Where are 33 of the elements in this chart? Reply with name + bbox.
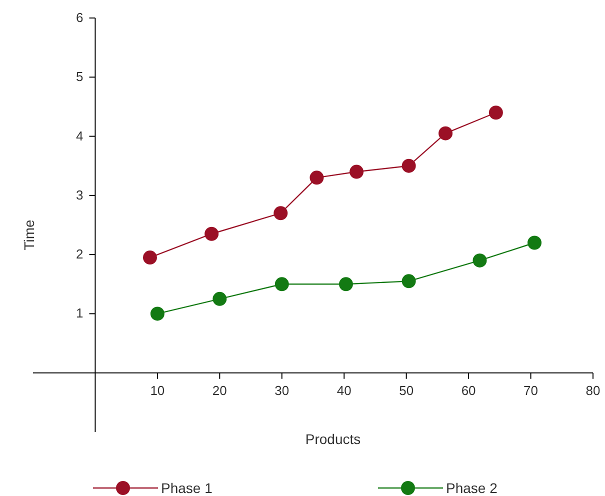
y-tick-label: 4 [76, 128, 84, 144]
y-tick-label: 3 [76, 187, 84, 202]
point [438, 126, 453, 140]
x-tick-label: 60 [461, 382, 476, 398]
legend-label: Phase 1 [161, 480, 213, 496]
point [338, 277, 353, 292]
x-tick-label: 40 [336, 382, 352, 398]
point [212, 292, 227, 306]
x-tick-label: 20 [212, 382, 227, 398]
y-tick-label: 6 [76, 10, 84, 25]
point [402, 158, 416, 173]
point [310, 170, 324, 185]
x-tick-label: 70 [524, 382, 538, 398]
point [204, 226, 219, 241]
point [274, 206, 288, 220]
point [274, 277, 289, 292]
legend-label: Phase 2 [446, 480, 498, 496]
x-tick-label: 50 [399, 382, 414, 398]
y-tick-label: 1 [76, 306, 84, 321]
point [350, 164, 364, 179]
point [528, 236, 542, 250]
x-tick-label: 10 [150, 382, 165, 398]
point [488, 106, 503, 120]
point [150, 306, 164, 321]
point [142, 250, 157, 265]
x-tick-label: 80 [586, 382, 600, 398]
y-tick-label: 2 [76, 246, 84, 262]
y-axis-title: Time [21, 219, 37, 250]
x-axis-title: Products [305, 431, 361, 447]
point [472, 253, 487, 268]
x-tick-label: 30 [274, 382, 290, 398]
point [402, 274, 416, 288]
y-tick-label: 5 [76, 69, 84, 84]
